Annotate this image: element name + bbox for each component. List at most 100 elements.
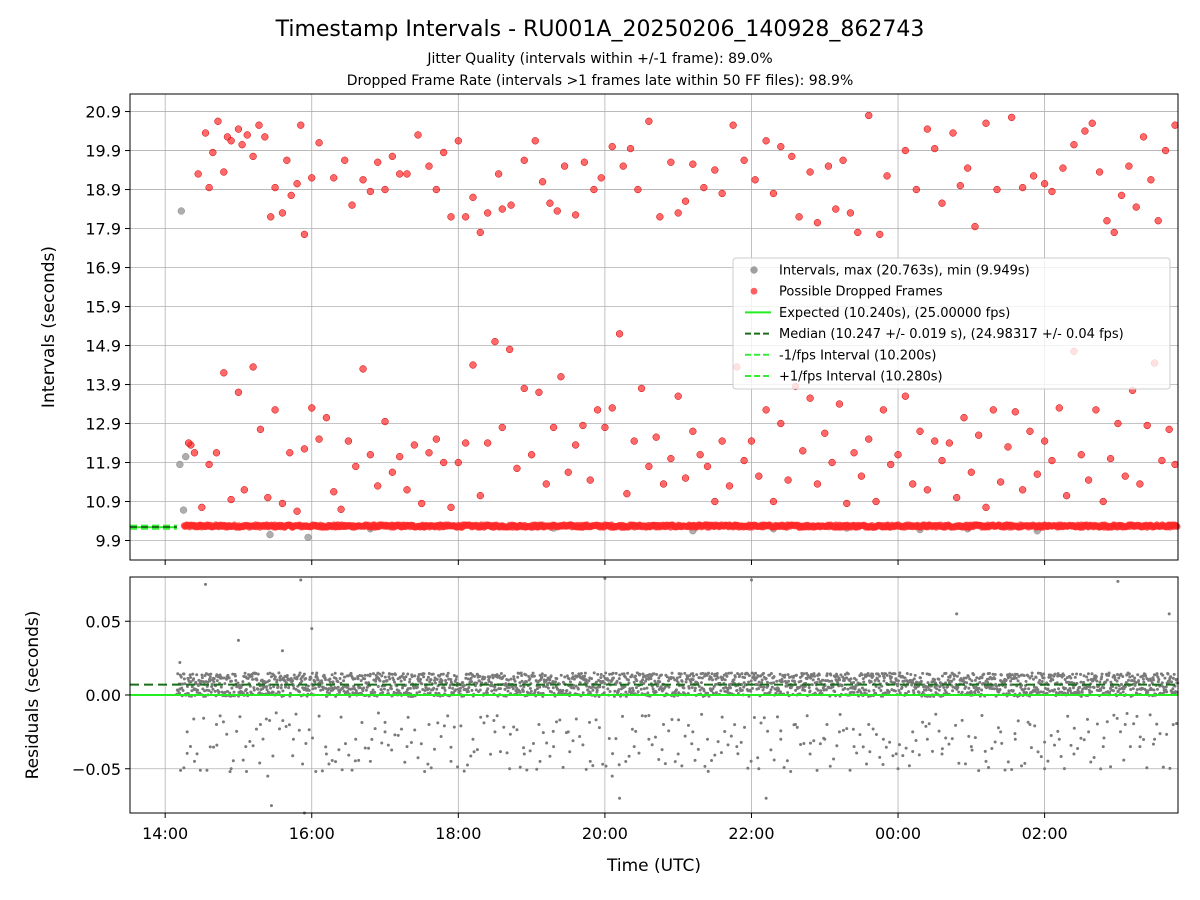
residual-point [1059, 754, 1063, 758]
residual-point [482, 721, 486, 725]
residual-point [795, 725, 799, 729]
residual-point [900, 685, 904, 689]
dropped-frame-point [1095, 168, 1104, 176]
dropped-frame-point [667, 454, 675, 463]
residual-point [909, 673, 913, 677]
residual-point [819, 689, 823, 693]
residual-point [330, 759, 334, 763]
residual-point [256, 687, 260, 691]
residual-point [251, 677, 255, 681]
residual-point [423, 770, 427, 774]
dropped-frame-point [1161, 146, 1170, 155]
residual-point [408, 677, 412, 681]
dropped-frame-point [645, 462, 653, 471]
dropped-frame-point [571, 211, 580, 219]
dropped-frame-point [608, 142, 616, 151]
residual-point [454, 688, 458, 692]
residual-point [770, 685, 774, 689]
residual-point [301, 762, 305, 766]
residual-point [772, 758, 776, 762]
residual-point [1115, 716, 1119, 720]
residual-point [965, 681, 969, 685]
residual-point [328, 677, 332, 681]
residual-point [178, 661, 182, 665]
residual-point [241, 758, 245, 762]
residual-point [1169, 675, 1173, 679]
residual-point [975, 676, 979, 680]
residual-point [1024, 690, 1028, 694]
residual-point [680, 764, 684, 768]
dropped-frame-point [403, 170, 411, 178]
residual-point [212, 745, 216, 749]
residual-point [311, 687, 315, 691]
residual-point [675, 676, 679, 680]
residual-point [785, 759, 789, 763]
residual-point [1013, 737, 1017, 741]
residual-point [494, 688, 498, 692]
residual-point [911, 749, 915, 753]
residual-point [972, 673, 976, 677]
residual-point [1036, 750, 1040, 754]
residual-point [284, 725, 288, 729]
residual-point [743, 725, 747, 729]
dropped-frame-point [184, 439, 193, 447]
residual-point [641, 678, 645, 682]
residual-point [769, 672, 773, 676]
residual-point [205, 768, 209, 772]
dropped-frame-point [586, 476, 594, 484]
residual-point [581, 691, 585, 695]
residual-point [528, 686, 532, 690]
residual-point [381, 671, 385, 675]
residual-point [1109, 765, 1113, 769]
residual-point [891, 754, 895, 758]
residual-point [719, 751, 723, 755]
dropped-frame-point [799, 447, 807, 455]
legend-dropped-marker [750, 287, 758, 295]
residual-point [1026, 720, 1030, 724]
dropped-frame-point [580, 158, 589, 166]
residual-point [595, 688, 599, 692]
residual-point [811, 678, 815, 682]
residual-point [1102, 736, 1106, 740]
residual-point [217, 690, 221, 694]
dropped-frame-point [777, 142, 785, 151]
residual-point [425, 678, 429, 682]
dropped-frame-point [872, 497, 880, 506]
dropped-frame-point [1173, 523, 1181, 530]
dropped-frame-point [967, 468, 975, 476]
dropped-frame-point [476, 228, 484, 237]
residual-point [618, 673, 622, 677]
residual-point [390, 672, 394, 676]
residual-point [1056, 729, 1060, 733]
residual-point [1039, 755, 1043, 759]
residual-point [716, 676, 720, 680]
residual-point [459, 724, 463, 728]
residual-point [952, 677, 956, 681]
residual-point [986, 680, 990, 684]
residual-point [245, 769, 249, 773]
residual-point [413, 674, 417, 678]
residual-point [1040, 680, 1044, 684]
residual-point [757, 686, 761, 690]
residual-point [1000, 741, 1004, 745]
residual-point [203, 582, 207, 586]
residual-point [815, 680, 819, 684]
residual-point [445, 674, 449, 678]
residual-point [760, 678, 764, 682]
residual-point [455, 675, 459, 679]
residual-point [218, 714, 222, 718]
residual-point [508, 767, 512, 771]
residual-point [244, 687, 248, 691]
residual-point [724, 672, 728, 676]
residual-point [1107, 674, 1111, 678]
residual-point [957, 690, 961, 694]
residual-point [862, 680, 866, 684]
residual-point [338, 676, 342, 680]
residual-point [228, 770, 232, 774]
residual-point [509, 677, 513, 681]
residual-point [491, 676, 495, 680]
residual-point [371, 688, 375, 692]
residual-point [1136, 673, 1140, 677]
residual-point [382, 687, 386, 691]
residual-point [683, 671, 687, 675]
